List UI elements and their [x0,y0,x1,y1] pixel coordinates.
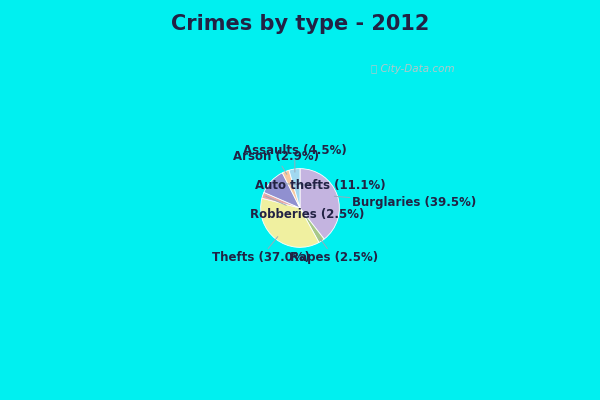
Text: Robberies (2.5%): Robberies (2.5%) [250,196,365,221]
Wedge shape [289,169,300,208]
Wedge shape [262,192,300,208]
Text: Auto thefts (11.1%): Auto thefts (11.1%) [256,179,386,192]
Wedge shape [300,208,324,242]
Wedge shape [260,198,319,247]
Text: Arson (2.9%): Arson (2.9%) [233,150,319,174]
Wedge shape [300,169,340,239]
Text: ⓘ City-Data.com: ⓘ City-Data.com [371,64,454,74]
Text: Thefts (37.0%): Thefts (37.0%) [212,237,310,264]
Text: Assaults (4.5%): Assaults (4.5%) [243,144,347,172]
Text: Rapes (2.5%): Rapes (2.5%) [290,238,378,264]
Wedge shape [283,170,300,208]
Text: Crimes by type - 2012: Crimes by type - 2012 [171,14,429,34]
Wedge shape [264,173,300,208]
Text: Burglaries (39.5%): Burglaries (39.5%) [334,196,477,209]
